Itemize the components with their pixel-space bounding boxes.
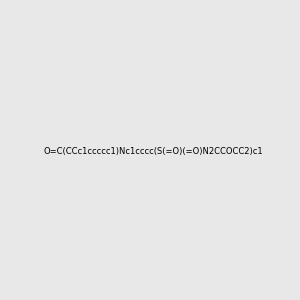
Text: O=C(CCc1ccccc1)Nc1cccc(S(=O)(=O)N2CCOCC2)c1: O=C(CCc1ccccc1)Nc1cccc(S(=O)(=O)N2CCOCC2… (44, 147, 264, 156)
